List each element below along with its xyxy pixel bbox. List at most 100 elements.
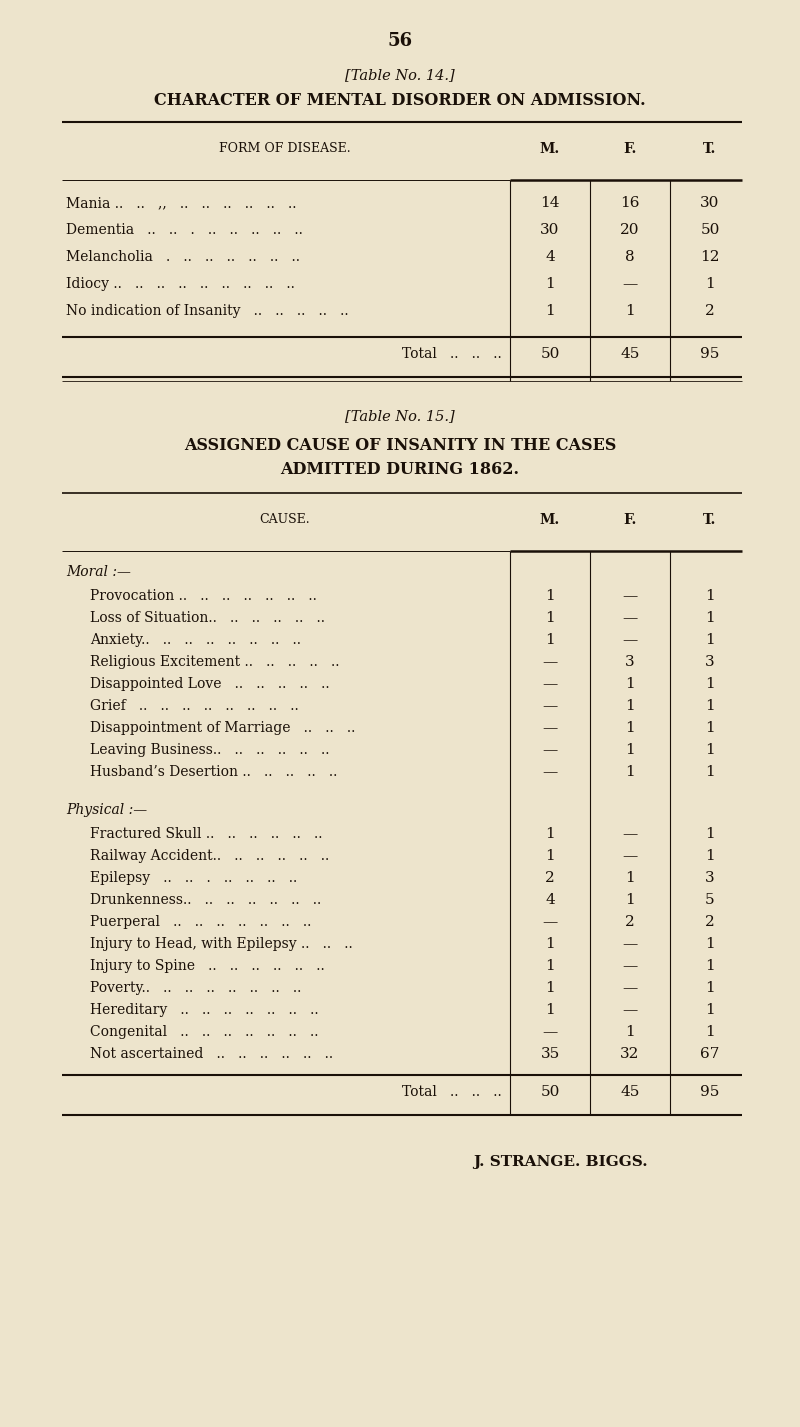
Text: —: — <box>622 589 638 604</box>
Text: 8: 8 <box>625 250 635 264</box>
Text: 1: 1 <box>545 589 555 604</box>
Text: —: — <box>622 959 638 973</box>
Text: —: — <box>542 699 558 714</box>
Text: Religious Excitement ..   ..   ..   ..   ..: Religious Excitement .. .. .. .. .. <box>90 655 339 669</box>
Text: CAUSE.: CAUSE. <box>260 512 310 527</box>
Text: M.: M. <box>540 143 560 156</box>
Text: 1: 1 <box>625 765 635 779</box>
Text: 1: 1 <box>705 828 715 841</box>
Text: No indication of Insanity   ..   ..   ..   ..   ..: No indication of Insanity .. .. .. .. .. <box>66 304 349 318</box>
Text: Leaving Business..   ..   ..   ..   ..   ..: Leaving Business.. .. .. .. .. .. <box>90 743 330 756</box>
Text: 3: 3 <box>705 870 715 885</box>
Text: 4: 4 <box>545 250 555 264</box>
Text: 1: 1 <box>625 699 635 714</box>
Text: 50: 50 <box>540 1085 560 1099</box>
Text: 1: 1 <box>705 699 715 714</box>
Text: 1: 1 <box>705 634 715 646</box>
Text: Disappointed Love   ..   ..   ..   ..   ..: Disappointed Love .. .. .. .. .. <box>90 676 330 691</box>
Text: Puerperal   ..   ..   ..   ..   ..   ..   ..: Puerperal .. .. .. .. .. .. .. <box>90 915 311 929</box>
Text: 1: 1 <box>705 765 715 779</box>
Text: [Table No. 14.]: [Table No. 14.] <box>345 68 455 81</box>
Text: [Table No. 15.]: [Table No. 15.] <box>345 410 455 422</box>
Text: 50: 50 <box>540 347 560 361</box>
Text: Provocation ..   ..   ..   ..   ..   ..   ..: Provocation .. .. .. .. .. .. .. <box>90 589 317 604</box>
Text: Not ascertained   ..   ..   ..   ..   ..   ..: Not ascertained .. .. .. .. .. .. <box>90 1047 333 1062</box>
Text: 1: 1 <box>545 828 555 841</box>
Text: 56: 56 <box>387 31 413 50</box>
Text: 1: 1 <box>705 589 715 604</box>
Text: Physical :—: Physical :— <box>66 803 147 818</box>
Text: 35: 35 <box>540 1047 560 1062</box>
Text: 95: 95 <box>700 1085 720 1099</box>
Text: 1: 1 <box>705 721 715 735</box>
Text: 1: 1 <box>545 634 555 646</box>
Text: T.: T. <box>703 512 717 527</box>
Text: —: — <box>542 765 558 779</box>
Text: Injury to Head, with Epilepsy ..   ..   ..: Injury to Head, with Epilepsy .. .. .. <box>90 938 353 950</box>
Text: Loss of Situation..   ..   ..   ..   ..   ..: Loss of Situation.. .. .. .. .. .. <box>90 611 325 625</box>
Text: 1: 1 <box>545 980 555 995</box>
Text: 1: 1 <box>705 676 715 691</box>
Text: 1: 1 <box>705 980 715 995</box>
Text: 67: 67 <box>700 1047 720 1062</box>
Text: 45: 45 <box>620 347 640 361</box>
Text: Husband’s Desertion ..   ..   ..   ..   ..: Husband’s Desertion .. .. .. .. .. <box>90 765 338 779</box>
Text: Idiocy ..   ..   ..   ..   ..   ..   ..   ..   ..: Idiocy .. .. .. .. .. .. .. .. .. <box>66 277 295 291</box>
Text: 1: 1 <box>545 1003 555 1017</box>
Text: 2: 2 <box>705 304 715 318</box>
Text: CHARACTER OF MENTAL DISORDER ON ADMISSION.: CHARACTER OF MENTAL DISORDER ON ADMISSIO… <box>154 91 646 108</box>
Text: J. STRANGE. BIGGS.: J. STRANGE. BIGGS. <box>473 1154 647 1169</box>
Text: 1: 1 <box>625 893 635 908</box>
Text: F.: F. <box>623 512 637 527</box>
Text: 30: 30 <box>700 195 720 210</box>
Text: 3: 3 <box>625 655 635 669</box>
Text: Grief   ..   ..   ..   ..   ..   ..   ..   ..: Grief .. .. .. .. .. .. .. .. <box>90 699 298 714</box>
Text: ADMITTED DURING 1862.: ADMITTED DURING 1862. <box>281 461 519 478</box>
Text: Melancholia   .   ..   ..   ..   ..   ..   ..: Melancholia . .. .. .. .. .. .. <box>66 250 300 264</box>
Text: —: — <box>542 676 558 691</box>
Text: Epilepsy   ..   ..   .   ..   ..   ..   ..: Epilepsy .. .. . .. .. .. .. <box>90 870 298 885</box>
Text: 1: 1 <box>625 743 635 756</box>
Text: M.: M. <box>540 512 560 527</box>
Text: 95: 95 <box>700 347 720 361</box>
Text: 32: 32 <box>620 1047 640 1062</box>
Text: —: — <box>622 849 638 863</box>
Text: —: — <box>542 743 558 756</box>
Text: 16: 16 <box>620 195 640 210</box>
Text: 1: 1 <box>545 938 555 950</box>
Text: Dementia   ..   ..   .   ..   ..   ..   ..   ..: Dementia .. .. . .. .. .. .. .. <box>66 223 303 237</box>
Text: Anxiety..   ..   ..   ..   ..   ..   ..   ..: Anxiety.. .. .. .. .. .. .. .. <box>90 634 301 646</box>
Text: FORM OF DISEASE.: FORM OF DISEASE. <box>219 143 351 156</box>
Text: Railway Accident..   ..   ..   ..   ..   ..: Railway Accident.. .. .. .. .. .. <box>90 849 330 863</box>
Text: 14: 14 <box>540 195 560 210</box>
Text: 3: 3 <box>705 655 715 669</box>
Text: 1: 1 <box>705 1003 715 1017</box>
Text: —: — <box>542 721 558 735</box>
Text: 2: 2 <box>625 915 635 929</box>
Text: ASSIGNED CAUSE OF INSANITY IN THE CASES: ASSIGNED CAUSE OF INSANITY IN THE CASES <box>184 437 616 454</box>
Text: —: — <box>622 611 638 625</box>
Text: 1: 1 <box>705 611 715 625</box>
Text: —: — <box>622 1003 638 1017</box>
Text: 1: 1 <box>625 721 635 735</box>
Text: Fractured Skull ..   ..   ..   ..   ..   ..: Fractured Skull .. .. .. .. .. .. <box>90 828 322 841</box>
Text: 50: 50 <box>700 223 720 237</box>
Text: Congenital   ..   ..   ..   ..   ..   ..   ..: Congenital .. .. .. .. .. .. .. <box>90 1025 318 1039</box>
Text: Total   ..   ..   ..: Total .. .. .. <box>402 1085 502 1099</box>
Text: 1: 1 <box>705 743 715 756</box>
Text: 12: 12 <box>700 250 720 264</box>
Text: —: — <box>622 828 638 841</box>
Text: T.: T. <box>703 143 717 156</box>
Text: 1: 1 <box>545 959 555 973</box>
Text: 5: 5 <box>705 893 715 908</box>
Text: 1: 1 <box>705 1025 715 1039</box>
Text: 1: 1 <box>545 304 555 318</box>
Text: Drunkenness..   ..   ..   ..   ..   ..   ..: Drunkenness.. .. .. .. .. .. .. <box>90 893 322 908</box>
Text: —: — <box>542 655 558 669</box>
Text: 1: 1 <box>705 959 715 973</box>
Text: —: — <box>622 634 638 646</box>
Text: Mania ..   ..   ,,   ..   ..   ..   ..   ..   ..: Mania .. .. ,, .. .. .. .. .. .. <box>66 195 297 210</box>
Text: Disappointment of Marriage   ..   ..   ..: Disappointment of Marriage .. .. .. <box>90 721 355 735</box>
Text: 30: 30 <box>540 223 560 237</box>
Text: 2: 2 <box>705 915 715 929</box>
